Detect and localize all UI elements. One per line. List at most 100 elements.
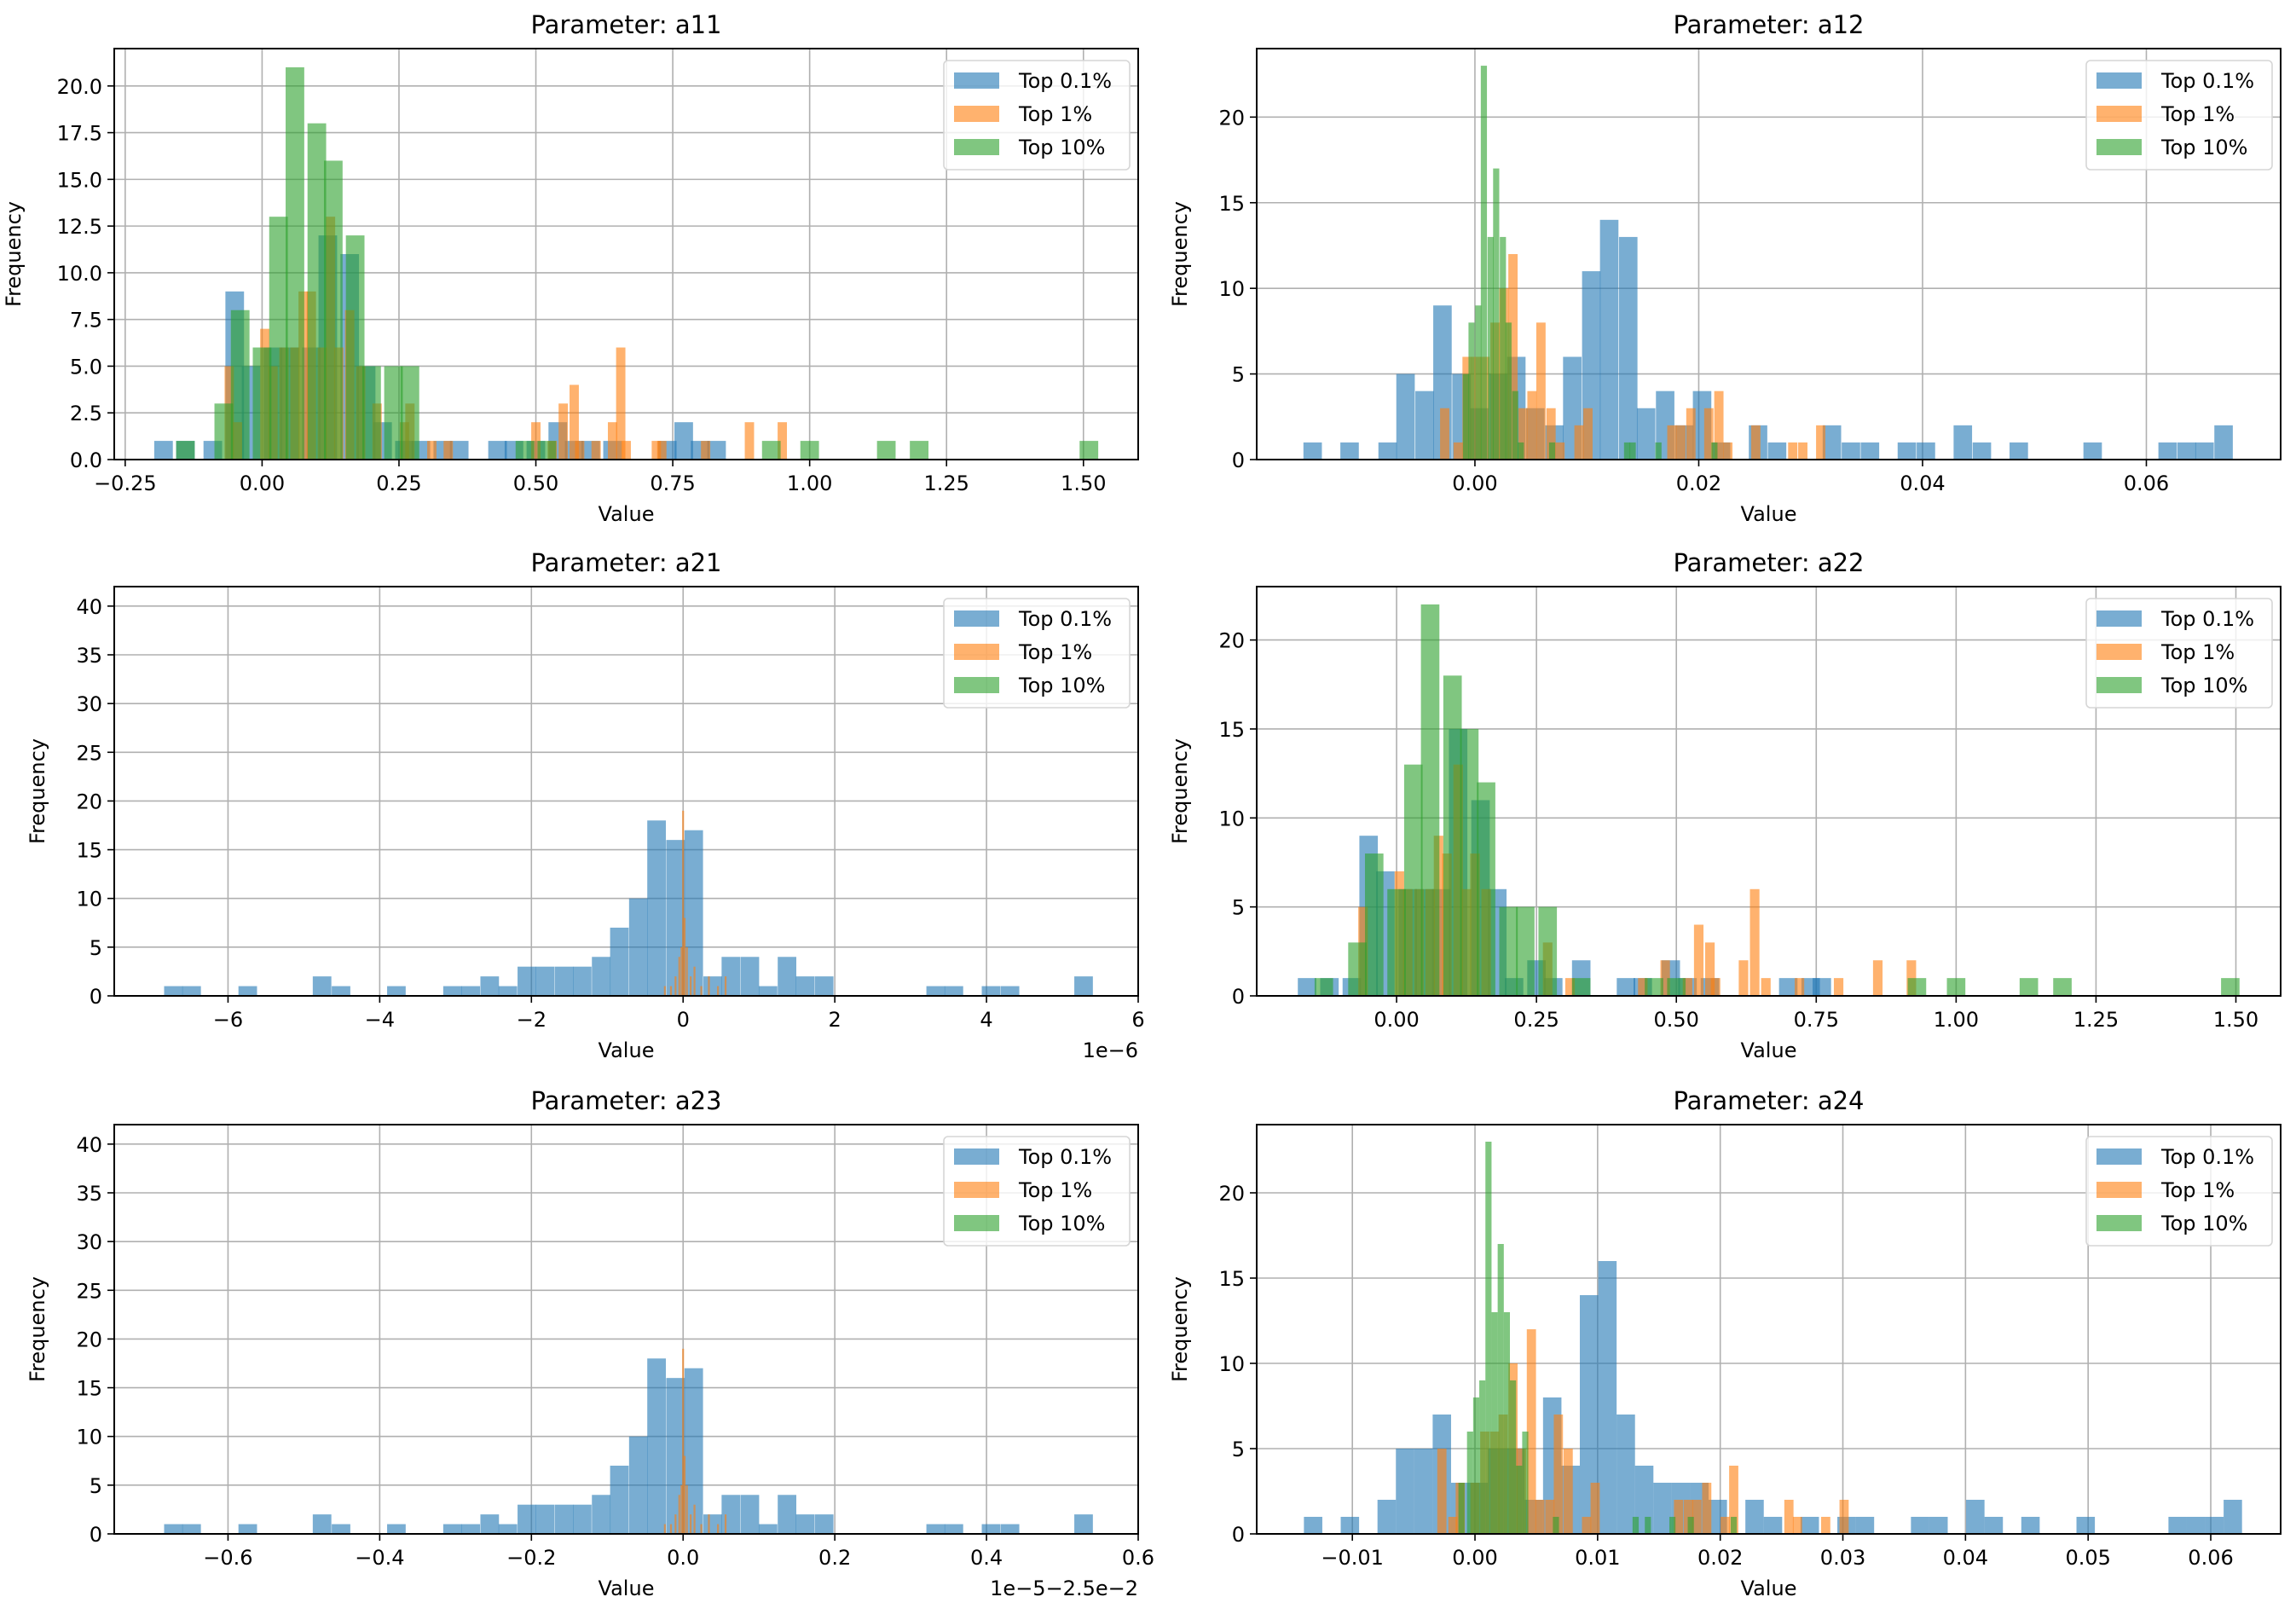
x-axis-label: Value: [1741, 1577, 1797, 1600]
series-0: [164, 820, 1093, 996]
y-tick-label: 30: [76, 692, 102, 716]
legend-swatch: [954, 106, 999, 122]
histogram-bar: [981, 1524, 1001, 1534]
histogram-bar: [1074, 976, 1093, 996]
histogram-bar: [1703, 408, 1714, 460]
series-2: [1314, 604, 2240, 996]
legend-swatch: [2096, 1148, 2142, 1165]
histogram-bar: [1545, 1500, 1555, 1534]
histogram-bar: [1458, 1483, 1465, 1534]
histogram-bar: [610, 1466, 629, 1534]
histogram-bar: [1599, 219, 1619, 460]
histogram-bar: [480, 1514, 500, 1534]
histogram-bar: [1855, 1517, 1875, 1534]
histogram-bar: [1516, 906, 1535, 996]
legend-label: Top 0.1%: [1018, 1145, 1112, 1169]
histogram-bar: [1966, 1500, 1985, 1534]
subplot-title: Parameter: a24: [1673, 1086, 1864, 1115]
histogram-bar: [1590, 1483, 1600, 1534]
histogram-bar: [674, 976, 677, 996]
y-tick-label: 15: [76, 1377, 102, 1401]
y-tick-label: 20: [1218, 106, 1245, 130]
histogram-bar: [518, 1504, 536, 1534]
histogram-bar: [758, 986, 778, 996]
histogram-bar: [537, 441, 557, 460]
histogram-bar: [651, 441, 662, 460]
histogram-bar: [153, 441, 173, 460]
histogram-bar: [1396, 373, 1415, 460]
histogram-bar: [1340, 442, 1359, 460]
histogram-bar: [591, 441, 601, 460]
legend-swatch: [954, 72, 999, 89]
histogram-bar: [1738, 960, 1749, 996]
x-tick-label: 0.25: [376, 472, 421, 495]
histogram-bar: [1472, 1397, 1480, 1534]
histogram-bar: [332, 1524, 350, 1534]
histogram-bar: [1616, 1415, 1635, 1534]
histogram-bar: [1616, 978, 1635, 996]
x-tick-label: −6: [213, 1008, 243, 1032]
histogram-bar: [323, 160, 343, 460]
histogram-bar: [1710, 978, 1721, 996]
series-1: [663, 1348, 727, 1534]
histogram-bar: [1906, 960, 1917, 996]
x-tick-label: 0.05: [2065, 1546, 2110, 1570]
histogram-bar: [2195, 442, 2214, 460]
histogram-bar: [1582, 1517, 1592, 1534]
y-tick-label: 12.5: [57, 215, 102, 239]
histogram-bar: [1711, 442, 1718, 460]
histogram-bar: [1348, 942, 1367, 996]
histogram-bar: [1820, 1517, 1830, 1534]
histogram-bar: [1655, 442, 1662, 460]
histogram-bar: [1460, 728, 1479, 996]
x-tick-label: 1.50: [1061, 472, 1106, 495]
histogram-bar: [164, 1524, 183, 1534]
histogram-bar: [1340, 1517, 1360, 1534]
histogram-bar: [778, 957, 796, 996]
histogram-bar: [1480, 66, 1488, 460]
histogram-bar: [1618, 236, 1638, 460]
histogram-bar: [814, 976, 834, 996]
histogram-bar: [1497, 1244, 1504, 1534]
series-0: [164, 1358, 1093, 1534]
subplot-parameter-a22: 0.00 0.25 0.50 0.75 1.00 1.25 1.50 0 5 10 15 20 Para…: [1168, 548, 2282, 1062]
histogram-bar: [1667, 978, 1686, 996]
histogram-bar: [1468, 322, 1475, 460]
histogram-bar: [721, 957, 741, 996]
x-tick-label: 0.02: [1676, 472, 1721, 495]
histogram-bar: [1437, 1449, 1447, 1534]
histogram-bar: [1304, 1517, 1322, 1534]
histogram-bar: [1462, 373, 1470, 460]
legend: Top 0.1% Top 1% Top 10%: [2085, 60, 2273, 171]
histogram-bar: [1682, 978, 1692, 996]
histogram-bar: [708, 976, 710, 996]
histogram-bar: [1403, 764, 1423, 996]
y-tick-label: 25: [76, 741, 102, 765]
histogram-bar: [176, 441, 195, 460]
histogram-bar: [1583, 408, 1593, 460]
histogram-bar: [610, 928, 629, 996]
histogram-bar: [1729, 1466, 1738, 1534]
legend-swatch: [954, 139, 999, 155]
x-tick-label: 0.00: [1452, 472, 1497, 495]
x-tick-label: −0.01: [1321, 1546, 1384, 1570]
legend-swatch: [954, 1148, 999, 1165]
histogram-bar: [616, 347, 626, 460]
x-tick-label: 0.50: [1653, 1008, 1698, 1032]
subplot-parameter-a11: −0.25 0.00 0.25 0.50 0.75 1.00 1.25 1.50 0.0 2.5 5…: [2, 10, 1139, 526]
x-tick-label: 0.00: [1374, 1008, 1419, 1032]
histogram-bar: [2205, 1517, 2224, 1534]
histogram-bar: [1298, 978, 1316, 996]
histogram-bar: [1378, 442, 1397, 460]
histogram-bar: [1503, 1312, 1511, 1534]
subplot-title: Parameter: a12: [1673, 10, 1864, 39]
histogram-bar: [535, 966, 555, 996]
y-tick-label: 35: [76, 1182, 102, 1206]
histogram-bar: [703, 976, 722, 996]
histogram-bar: [910, 441, 929, 460]
histogram-bar: [708, 1514, 710, 1534]
histogram-bar: [2221, 978, 2240, 996]
legend-label: Top 10%: [1018, 1212, 1105, 1235]
y-tick-label: 2.5: [70, 402, 102, 425]
